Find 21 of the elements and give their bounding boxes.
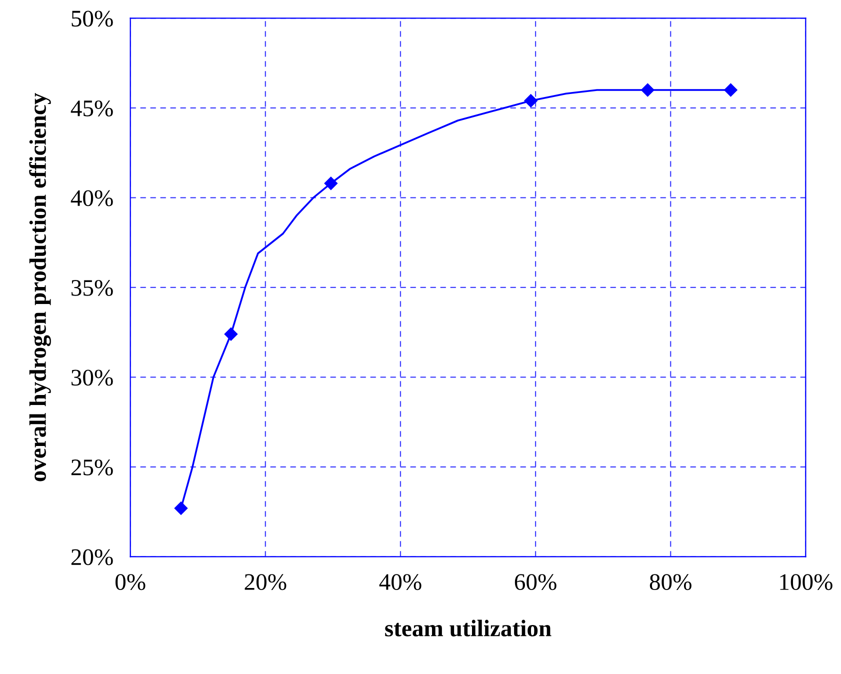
x-tick-label: 0% <box>116 574 146 590</box>
point <box>174 502 188 515</box>
y-tick-label: 40% <box>70 190 113 206</box>
point <box>524 94 538 108</box>
point <box>224 328 238 341</box>
x-tick-label: 20% <box>244 574 286 590</box>
x-tick-label: 60% <box>514 574 556 590</box>
y-tick-label: 25% <box>71 459 113 476</box>
x-tick-label: 100% <box>780 574 832 590</box>
x-tick-label: 40% <box>379 574 422 590</box>
y-tick-label: 50% <box>72 10 113 27</box>
y-tick-label: 45% <box>70 100 113 116</box>
point <box>641 83 654 97</box>
y-tick-label: 20% <box>71 549 113 566</box>
point <box>324 176 338 190</box>
x-tick-label: 80% <box>650 574 692 590</box>
point <box>724 83 738 97</box>
y-axis-title: overall hydrogen production efficiency <box>29 93 51 482</box>
y-tick-label: 30% <box>72 370 113 386</box>
x-axis-title: steam utilization <box>385 620 552 636</box>
y-tick-label: 35% <box>72 280 113 296</box>
